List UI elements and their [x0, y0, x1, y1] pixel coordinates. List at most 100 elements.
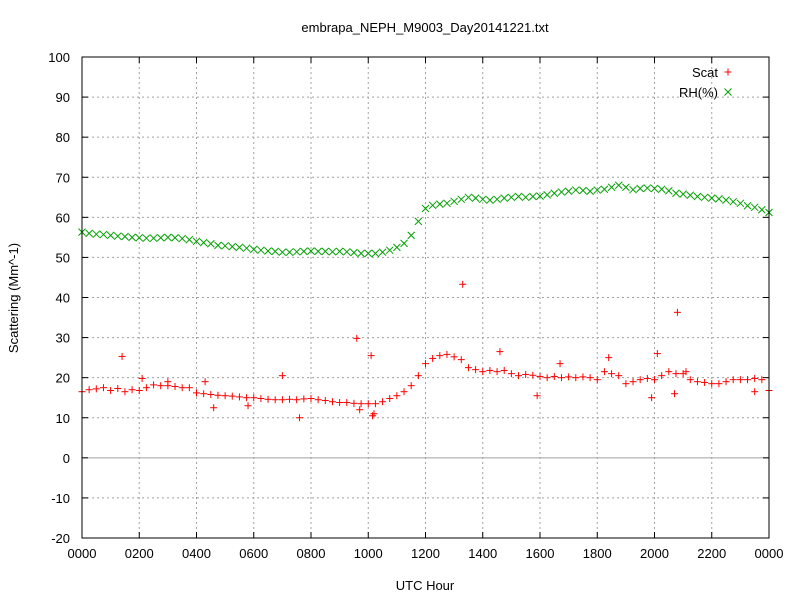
data-point	[579, 373, 587, 381]
data-point	[164, 378, 172, 386]
x-tick-label: 1200	[411, 546, 440, 561]
data-point	[651, 376, 658, 384]
data-point	[593, 186, 602, 194]
data-point	[118, 352, 126, 360]
data-point	[671, 390, 679, 398]
data-point	[435, 200, 444, 208]
data-point	[171, 233, 179, 242]
data-point	[249, 245, 258, 254]
data-point	[367, 352, 375, 360]
data-point	[744, 376, 752, 384]
data-point	[673, 308, 681, 316]
data-point	[636, 184, 645, 193]
data-point	[264, 395, 272, 403]
data-point	[271, 247, 280, 256]
data-point	[686, 376, 694, 384]
data-point	[128, 386, 136, 394]
data-point	[296, 414, 304, 422]
data-point	[407, 231, 416, 240]
x-tick-label: 0400	[182, 546, 211, 561]
data-point	[350, 399, 358, 407]
data-point	[758, 376, 766, 384]
data-point	[206, 239, 215, 248]
data-point	[292, 247, 301, 256]
data-point	[286, 395, 294, 403]
data-point	[250, 394, 258, 402]
data-point	[550, 189, 559, 198]
data-point	[565, 373, 573, 381]
data-point	[364, 249, 373, 258]
data-point	[142, 234, 151, 243]
data-point	[128, 233, 136, 242]
data-point	[536, 192, 544, 200]
data-point	[600, 368, 608, 376]
x-axis: 0000 0200 0400 0600 0800 1000 1200 1400 1600 1800…	[68, 57, 784, 561]
data-point	[335, 247, 344, 256]
data-point	[264, 247, 272, 255]
data-point	[722, 196, 730, 204]
x-tick-label: 0000	[755, 546, 784, 561]
data-point	[378, 248, 387, 257]
x-tick-label: 0600	[239, 546, 268, 561]
data-point	[529, 371, 537, 379]
data-point	[636, 376, 644, 384]
y-tick-label: 40	[56, 291, 70, 306]
data-point	[357, 400, 365, 408]
data-point	[328, 398, 336, 406]
data-point	[393, 243, 401, 252]
data-point	[729, 197, 738, 206]
data-point	[356, 406, 364, 414]
data-point	[350, 248, 358, 257]
data-point	[653, 350, 661, 358]
data-point	[736, 376, 744, 384]
legend-marker	[724, 68, 732, 76]
data-point	[214, 391, 222, 399]
data-point	[521, 193, 530, 202]
data-point	[150, 381, 158, 389]
data-point	[751, 374, 759, 382]
data-point	[164, 233, 172, 242]
data-point	[672, 370, 680, 378]
data-point	[629, 378, 637, 386]
y-tick-label: 10	[56, 411, 70, 426]
data-point	[657, 185, 666, 194]
x-tick-label: 0000	[68, 546, 97, 561]
data-point	[658, 372, 666, 380]
data-point	[299, 247, 308, 256]
data-point	[121, 232, 129, 241]
data-point	[328, 247, 337, 256]
data-point	[314, 247, 323, 256]
data-point	[629, 185, 637, 194]
data-point	[185, 384, 193, 392]
chart-title: embrapa_NEPH_M9003_Day20141221.txt	[301, 20, 549, 35]
y-tick-label: -10	[51, 491, 70, 506]
data-point	[515, 372, 523, 380]
data-point	[622, 380, 630, 388]
data-point	[429, 354, 437, 362]
data-point	[135, 386, 143, 394]
y-tick-label: 80	[56, 130, 70, 145]
data-point	[171, 382, 179, 390]
data-point	[138, 374, 146, 382]
data-point	[235, 243, 244, 252]
data-point	[300, 395, 308, 403]
data-point	[106, 231, 115, 240]
data-point	[722, 378, 730, 386]
data-point	[528, 192, 537, 201]
data-point	[593, 376, 601, 384]
data-point	[244, 402, 252, 410]
data-point	[178, 384, 186, 392]
data-point	[343, 399, 351, 407]
data-point	[85, 386, 93, 394]
x-tick-label: 1800	[583, 546, 612, 561]
data-point	[514, 192, 523, 201]
data-point	[600, 185, 609, 194]
data-point	[113, 232, 122, 241]
data-point	[278, 396, 286, 404]
legend-marker	[724, 88, 732, 96]
data-point	[243, 394, 251, 402]
data-point	[493, 195, 501, 204]
data-point	[285, 248, 294, 257]
data-point	[743, 201, 752, 210]
data-point	[400, 388, 408, 396]
